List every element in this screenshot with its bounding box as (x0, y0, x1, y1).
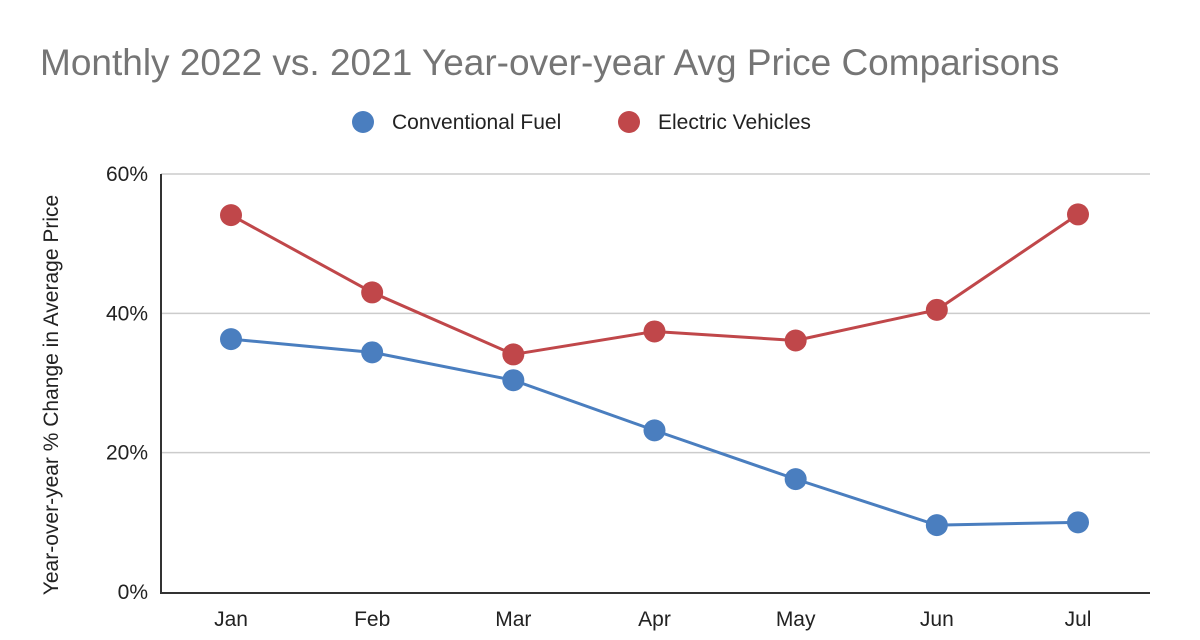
data-point-conventional-fuel[interactable] (1067, 511, 1089, 534)
data-point-electric-vehicles[interactable] (220, 204, 242, 227)
x-tick-label: Mar (495, 608, 531, 631)
y-axis-ticks: 0% 20% 40% 60% (106, 163, 148, 604)
data-point-electric-vehicles[interactable] (361, 281, 384, 304)
legend-label-conventional-fuel: Conventional Fuel (392, 111, 561, 134)
legend-item-electric-vehicles[interactable]: Electric Vehicles (618, 111, 811, 134)
x-tick-label: Jan (214, 608, 248, 631)
legend-label-electric-vehicles: Electric Vehicles (658, 111, 811, 134)
x-tick-label: Apr (638, 608, 671, 631)
legend: Conventional Fuel Electric Vehicles (352, 111, 811, 134)
data-point-conventional-fuel[interactable] (361, 341, 384, 364)
data-point-conventional-fuel[interactable] (502, 369, 525, 392)
data-point-conventional-fuel[interactable] (643, 419, 666, 442)
x-tick-label: Jul (1065, 608, 1092, 631)
data-point-electric-vehicles[interactable] (925, 298, 948, 321)
y-tick-label: 40% (106, 302, 148, 325)
legend-marker-conventional-fuel (352, 111, 374, 133)
gridlines (161, 173, 1150, 454)
y-tick-label: 20% (106, 442, 148, 465)
data-point-electric-vehicles[interactable] (1067, 203, 1089, 226)
data-point-electric-vehicles[interactable] (502, 343, 525, 366)
data-point-electric-vehicles[interactable] (784, 329, 807, 352)
y-tick-label: 60% (106, 163, 148, 186)
series-electric-vehicles (220, 203, 1089, 366)
x-tick-label: May (776, 608, 816, 631)
x-tick-label: Jun (920, 608, 954, 631)
legend-marker-electric-vehicles (618, 111, 640, 133)
data-point-conventional-fuel[interactable] (784, 468, 807, 491)
legend-item-conventional-fuel[interactable]: Conventional Fuel (352, 111, 561, 134)
data-point-conventional-fuel[interactable] (220, 328, 242, 351)
series-conventional-fuel (220, 328, 1089, 537)
series (220, 203, 1089, 537)
x-tick-label: Feb (354, 608, 390, 631)
chart-title: Monthly 2022 vs. 2021 Year-over-year Avg… (40, 42, 1059, 83)
data-point-conventional-fuel[interactable] (925, 514, 948, 537)
x-axis-ticks: Jan Feb Mar Apr May Jun Jul (214, 608, 1091, 631)
y-axis-title: Year-over-year % Change in Average Price (40, 195, 63, 595)
data-point-electric-vehicles[interactable] (643, 320, 666, 343)
y-tick-label: 0% (118, 581, 148, 604)
